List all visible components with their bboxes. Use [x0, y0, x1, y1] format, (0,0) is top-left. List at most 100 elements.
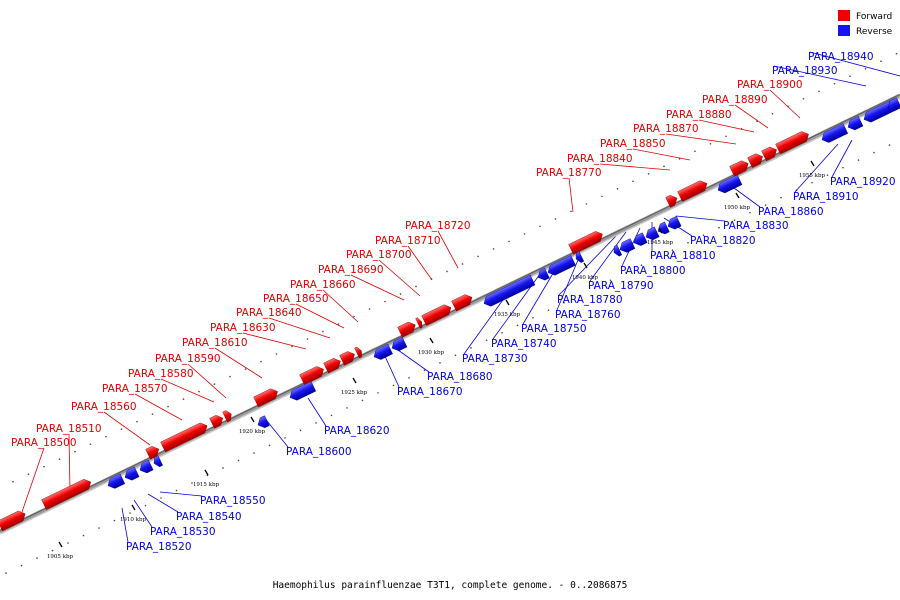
- gene-label: PARA_18590: [155, 353, 221, 365]
- gene-label: PARA_18660: [290, 279, 356, 291]
- gene-label: PARA_18890: [702, 94, 768, 106]
- gene-label: PARA_18860: [758, 206, 824, 218]
- scale-tick-mark: [131, 504, 136, 511]
- gene-label: PARA_18560: [71, 401, 137, 413]
- gene-para-18920: [847, 115, 864, 131]
- label-leader: [556, 259, 579, 311]
- label-leader: [769, 89, 801, 119]
- label-leader: [397, 349, 430, 373]
- gene-para-18830: [667, 215, 682, 230]
- scale-tick-mark: [505, 299, 510, 306]
- label-leader: [522, 269, 556, 325]
- gene-para-18940: [887, 97, 900, 111]
- gene-para-18880: [747, 153, 763, 168]
- label-leader: [21, 447, 45, 513]
- gene-label: PARA_18760: [555, 309, 621, 321]
- gene-label: PARA_18840: [567, 153, 633, 165]
- gene-label: PARA_18750: [521, 323, 587, 335]
- scale-tick-label: 1920 kbp: [239, 429, 266, 435]
- label-leader: [733, 187, 761, 208]
- label-leader: [68, 433, 71, 493]
- gene-para-18840: [665, 195, 678, 208]
- gene-labels: PARA_18500 PARA_18510 PARA_18520 PARA_18530…: [11, 51, 896, 553]
- legend-reverse-label: Reverse: [856, 27, 893, 37]
- scale-ticks: 1905 kbp 1910 kbp 1915 kbp 1920 kbp 1925 kbp…: [47, 160, 826, 560]
- label-leader: [322, 289, 359, 323]
- gene-label: PARA_18740: [491, 338, 557, 350]
- gene-label: PARA_18780: [557, 294, 623, 306]
- gene-para-18520: [107, 473, 126, 489]
- label-leader: [599, 163, 671, 171]
- gene-label: PARA_18620: [324, 425, 390, 437]
- gene-label: PARA_18690: [318, 264, 384, 276]
- gene-label: PARA_18920: [830, 176, 896, 188]
- gene-label: PARA_18610: [182, 337, 248, 349]
- gene-label: PARA_18540: [176, 511, 242, 523]
- label-leader: [665, 133, 737, 145]
- label-leader: [831, 139, 853, 178]
- scale-tick-label: 1925 kbp: [341, 390, 368, 396]
- scale-tick-mark: [429, 337, 434, 344]
- label-leader: [589, 231, 627, 282]
- gene-label: PARA_18800: [620, 265, 686, 277]
- gene-label: PARA_18880: [666, 109, 732, 121]
- scale-tick-label: 1940 kbp: [572, 275, 599, 281]
- gene-label: PARA_18930: [772, 65, 838, 77]
- gene-label: PARA_18910: [793, 191, 859, 203]
- gene-para-18590: [222, 410, 232, 423]
- label-leader: [383, 353, 400, 388]
- label-leader: [675, 215, 726, 222]
- label-leader: [773, 65, 867, 87]
- gene-para-18700: [415, 317, 423, 329]
- scale-tick-mark: [735, 192, 740, 199]
- label-leader: [734, 104, 769, 129]
- gene-label: PARA_18680: [427, 371, 493, 383]
- label-leader: [295, 303, 345, 329]
- gene-label: PARA_18820: [690, 235, 756, 247]
- gene-para-18780: [613, 244, 623, 257]
- gene-para-18800: [633, 232, 648, 246]
- label-leader: [307, 397, 327, 427]
- legend-forward-label: Forward: [856, 12, 892, 22]
- label-leader: [809, 51, 900, 77]
- gene-para-18850: [677, 180, 708, 202]
- label-leader: [214, 347, 263, 379]
- label-leader: [698, 119, 755, 133]
- gene-para-18720: [451, 294, 473, 312]
- scale-tick-label: 1955 kbp: [799, 173, 826, 179]
- gene-para-18500: [0, 510, 26, 532]
- gene-label: PARA_18900: [737, 79, 803, 91]
- gene-para-18910: [821, 123, 849, 143]
- scale-tick-label: 1945 kbp: [647, 240, 674, 246]
- legend: Forward Reverse: [838, 10, 893, 37]
- gene-para-18790: [619, 238, 636, 253]
- scale-tick-mark: [658, 227, 663, 234]
- label-leader: [121, 507, 129, 543]
- scale-tick-label: 1935 kbp: [494, 312, 521, 318]
- gene-label: PARA_18640: [236, 307, 302, 319]
- gene-para-18730: [483, 274, 536, 307]
- gene-para-18890: [761, 146, 777, 162]
- scale-tick-mark: [352, 377, 357, 384]
- label-leader: [187, 363, 227, 399]
- scale-tick-label: 1910 kbp: [120, 517, 147, 523]
- gene-label: PARA_18650: [263, 293, 329, 305]
- label-leader: [159, 491, 203, 497]
- gene-para-18580: [209, 415, 224, 429]
- scale-tick-mark: [583, 262, 588, 269]
- label-leader: [558, 235, 617, 296]
- gene-label: PARA_18850: [600, 138, 666, 150]
- gene-para-18650: [339, 351, 355, 366]
- gene-label: PARA_18600: [286, 446, 352, 458]
- gene-para-18570: [160, 422, 208, 453]
- gene-para-18560: [145, 446, 160, 460]
- label-leader: [242, 332, 307, 350]
- gene-label: PARA_18520: [126, 541, 192, 553]
- gene-para-18690: [397, 321, 416, 338]
- gene-label: PARA_18700: [346, 249, 412, 261]
- gene-label: PARA_18730: [462, 353, 528, 365]
- scale-tick-mark: [250, 416, 255, 423]
- legend-reverse-swatch: [838, 25, 850, 36]
- gene-para-18630: [299, 366, 324, 385]
